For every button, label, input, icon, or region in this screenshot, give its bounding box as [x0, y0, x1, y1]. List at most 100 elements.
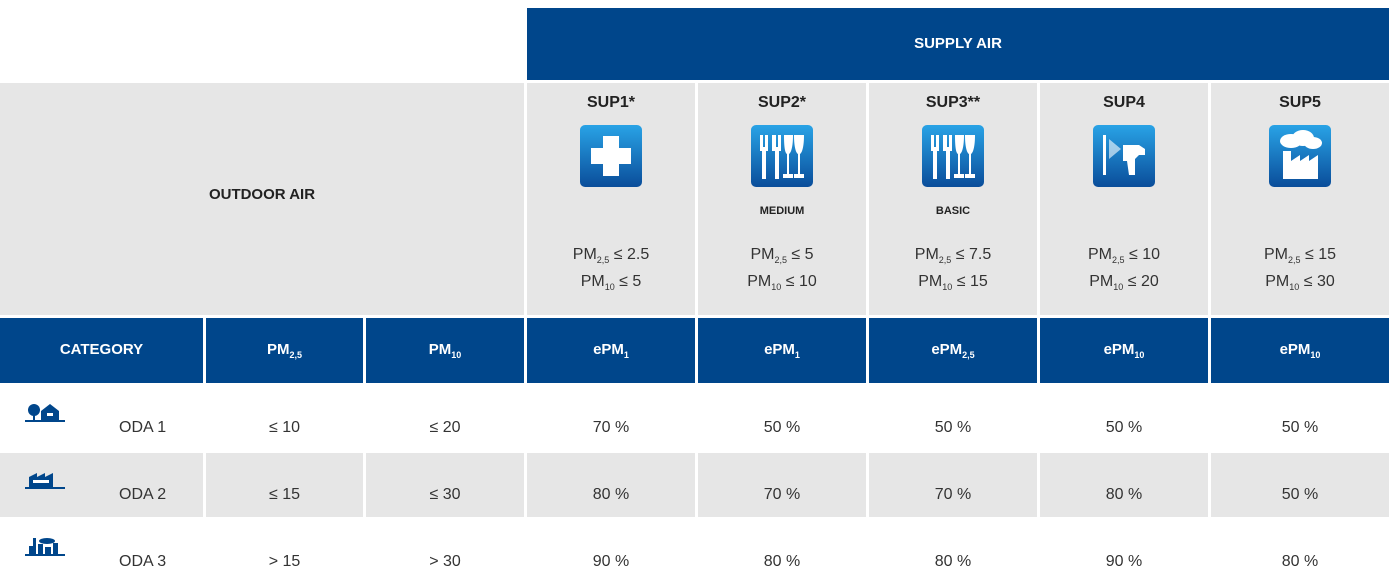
label-limit: ≤ 5 — [791, 246, 814, 263]
limit-line: PM10 ≤ 15 — [869, 273, 1037, 292]
label-subscript: 10 — [451, 350, 462, 360]
table-cell: 80 % — [1211, 520, 1389, 582]
label-base: PM — [750, 246, 775, 263]
table-cell: 50 % — [1211, 453, 1389, 517]
column-header: ePM1 — [698, 318, 866, 383]
cell-value: 50 % — [1105, 419, 1143, 436]
column-header: ePM10 — [1211, 318, 1389, 383]
column-header-label: ePM1 — [698, 341, 866, 360]
label-base: PM — [747, 273, 772, 290]
label-limit: ≤ 7.5 — [955, 246, 992, 263]
cell-value: ≤ 30 — [429, 486, 461, 503]
cell-value: 80 % — [934, 553, 972, 570]
label-base: PM — [918, 273, 943, 290]
category-icon — [25, 471, 65, 489]
column-header: ePM2,5 — [869, 318, 1037, 383]
column-header: CATEGORY — [0, 318, 203, 383]
limit-line: PM10 ≤ 10 — [698, 273, 866, 292]
category-icon — [25, 404, 65, 422]
outdoor-air-cell: OUTDOOR AIR — [0, 83, 524, 315]
limit-line: PM10 ≤ 30 — [1211, 273, 1389, 292]
cell-value: 70 % — [934, 486, 972, 503]
cell-value: 50 % — [1281, 419, 1319, 436]
label-base: PM — [1088, 246, 1112, 263]
label-base: CATEGORY — [59, 341, 144, 358]
table-cell: > 15 — [206, 520, 363, 582]
supply-class-icon — [922, 125, 984, 187]
limit-line: PM10 ≤ 20 — [1040, 273, 1208, 292]
label-base: ePM — [1279, 341, 1311, 358]
cell-value: > 15 — [268, 553, 301, 570]
label-subscript: 2,5 — [774, 255, 787, 265]
label-base: PM — [580, 273, 605, 290]
cell-value: > 30 — [429, 553, 461, 570]
supply-class-cell: SUP3** BASIC PM2,5 ≤ 7.5 PM10 ≤ 15 — [869, 83, 1037, 315]
label-base: ePM — [931, 341, 963, 358]
supply-class-cell: SUP1* PM2,5 ≤ 2.5 PM10 ≤ 5 — [527, 83, 695, 315]
column-header-label: ePM2,5 — [869, 341, 1037, 360]
table-cell: 50 % — [698, 386, 866, 450]
cell-value: 80 % — [1281, 553, 1319, 570]
limit-line: PM10 ≤ 5 — [527, 273, 695, 292]
cell-value: 90 % — [592, 553, 630, 570]
icon — [25, 538, 65, 556]
icon-label: BASIC — [935, 205, 971, 217]
cell-value: ≤ 15 — [268, 486, 301, 503]
column-header-label: ePM10 — [1040, 341, 1208, 360]
label-subscript: 10 — [942, 282, 953, 292]
table-cell: 70 % — [698, 453, 866, 517]
column-header-label: CATEGORY — [0, 341, 203, 358]
column-header: PM10 — [366, 318, 524, 383]
label-subscript: 10 — [1134, 350, 1145, 360]
label-subscript: 2,5 — [289, 350, 302, 360]
supply-class-icon — [580, 125, 642, 187]
label-base: ePM — [1103, 341, 1135, 358]
label-subscript: 1 — [794, 350, 800, 360]
label-subscript: 10 — [771, 282, 782, 292]
supply-class-cell: SUP2* MEDIUM PM2,5 ≤ 5 PM10 ≤ 10 — [698, 83, 866, 315]
label-subscript: 2,5 — [1112, 255, 1125, 265]
icon — [751, 125, 813, 187]
supply-air-title: SUPPLY AIR — [914, 35, 1002, 52]
cell-value: 70 % — [763, 486, 801, 503]
label-subscript: 1 — [623, 350, 629, 360]
supply-class-icon — [751, 125, 813, 187]
label-subscript: 2,5 — [596, 255, 610, 265]
label-base: PM — [428, 341, 452, 358]
icon — [25, 473, 65, 489]
limit-line: PM2,5 ≤ 2.5 — [527, 246, 695, 265]
column-header-label: ePM10 — [1211, 341, 1389, 360]
label-limit: ≤ 15 — [1304, 246, 1336, 263]
table-cell: ≤ 10 — [206, 386, 363, 450]
label-limit: ≤ 10 — [1128, 246, 1160, 263]
cell-value: 50 % — [934, 419, 972, 436]
label-base: PM — [1264, 246, 1288, 263]
cell-value: 90 % — [1105, 553, 1143, 570]
column-header: ePM1 — [527, 318, 695, 383]
column-header: ePM10 — [1040, 318, 1208, 383]
icon — [1093, 125, 1155, 187]
cell-value: ≤ 10 — [268, 419, 301, 436]
limit-line: PM2,5 ≤ 7.5 — [869, 246, 1037, 265]
table-cell: 90 % — [1040, 520, 1208, 582]
cell-value: 80 % — [1105, 486, 1143, 503]
table-cell: ODA 3 — [0, 520, 203, 582]
label-limit: ≤ 10 — [785, 273, 817, 290]
table-cell: ≤ 30 — [366, 453, 524, 517]
supply-class-name: SUP3** — [925, 94, 981, 111]
outdoor-air-title: OUTDOOR AIR — [208, 186, 316, 203]
cell-value: 80 % — [763, 553, 801, 570]
table-cell: 80 % — [1040, 453, 1208, 517]
cell-value: 80 % — [592, 486, 630, 503]
icon — [580, 125, 642, 187]
label-limit: ≤ 5 — [619, 273, 642, 290]
table-cell: 50 % — [1211, 386, 1389, 450]
column-header-label: PM2,5 — [206, 341, 363, 360]
supply-air-header: SUPPLY AIR — [527, 8, 1389, 80]
label-base: ePM — [764, 341, 795, 358]
category-icon — [25, 538, 65, 556]
label-subscript: 2,5 — [1288, 255, 1301, 265]
table-cell: 80 % — [527, 453, 695, 517]
column-header: PM2,5 — [206, 318, 363, 383]
